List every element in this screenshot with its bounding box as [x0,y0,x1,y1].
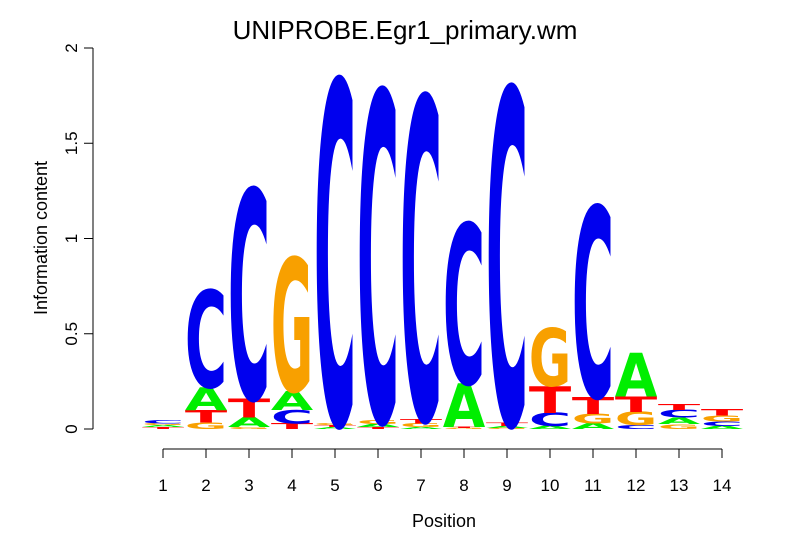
logo-letter-C: C [314,0,356,534]
logo-letter-T: T [701,407,744,417]
chart-title: UNIPROBE.Egr1_primary.wm [233,15,578,45]
logo-letter-C: C [357,1,399,527]
x-tick-label: 9 [502,476,511,495]
logo-letter-T: T [400,417,442,425]
logo-letter-G: G [486,428,528,430]
logo-letter-T: T [314,425,356,428]
logo-letter-T: T [357,427,399,430]
x-tick-label: 2 [201,476,210,495]
logo-letter-G: G [658,423,700,431]
logo-letter-A: A [228,415,271,430]
y-tick-label: 2 [62,43,81,52]
x-tick-label: 14 [713,476,732,495]
logo-letter-G: G [357,419,399,425]
y-axis-label: Information content [31,161,51,315]
logo-letter-C: C [142,420,184,425]
logo-letter-G: G [185,421,227,432]
logo-letter-T: T [615,392,658,416]
y-tick-label: 1.5 [62,131,81,155]
logo-letter-A: A [271,386,313,416]
logo-letter-A: A [529,425,571,430]
logo-letter-T: T [486,423,528,428]
x-tick-label: 5 [330,476,339,495]
logo-letter-C: C [443,180,485,436]
y-tick-label: 0.5 [62,322,81,346]
x-tick-label: 8 [459,476,468,495]
logo-letter-A: A [572,422,615,431]
logo-letter-A: A [443,372,486,442]
logo-letter-A: A [400,427,442,430]
logo-letter-A: A [142,425,184,428]
x-tick-label: 10 [541,476,560,495]
logo-letter-C: C [271,407,313,428]
logo-letter-T: T [572,392,614,420]
y-tick-label: 1 [62,234,81,243]
x-tick-label: 11 [584,476,602,495]
x-tick-label: 3 [244,476,253,495]
logo-letter-C: C [658,408,700,420]
logo-letter-C: C [486,0,528,533]
logo-letter-T: T [228,394,271,424]
logo-letter-G: G [314,423,356,426]
logo-letter-G: G [701,414,743,423]
logo-letter-G: G [443,428,485,430]
logo-letter-A: A [701,425,743,430]
logo-letter-C: C [701,420,743,428]
logo-letter-C: C [615,424,657,430]
logo-letter-A: A [357,424,399,429]
logo-letter-C: C [572,155,614,459]
logo-letter-T: T [142,427,184,430]
logo-letter-T: T [271,422,313,431]
logo-letter-G: G [271,221,313,435]
logo-letter-T: T [185,407,227,427]
y-tick-label: 0 [62,424,81,433]
x-axis: 1 2 3 4 5 6 7 8 9 10 11 12 13 14 [158,448,732,495]
logo-letter-G: G [529,313,571,406]
logo-letter-G: G [572,411,614,426]
logo-letter-C: C [400,10,442,523]
logo-letter-T: T [529,380,572,422]
logo-letter-G: G [228,427,270,430]
logo-letter-A: A [615,341,658,411]
logo-letter-T: T [443,427,485,429]
x-tick-label: 4 [287,476,296,495]
x-tick-label: 13 [670,476,689,495]
x-tick-label: 6 [373,476,382,495]
logo-letter-A: A [486,426,528,429]
x-tick-label: 7 [416,476,425,495]
logo-letter-A: A [658,416,701,426]
logo-letter-C: C [185,265,227,419]
logo-letter-C: C [228,132,270,466]
logo-letter-A: A [185,381,228,418]
logo-letter-A: A [314,427,356,430]
x-tick-label: 1 [158,476,167,495]
x-tick-label: 12 [627,476,646,495]
logo-letter-G: G [400,422,442,428]
logo-letter-T: T [658,403,700,412]
logo-letter-C: C [529,409,571,430]
x-axis-label: Position [412,511,476,531]
logo-letter-G: G [615,409,657,430]
y-axis: 0 0.5 1 1.5 2 [62,43,94,434]
logo-letter-G: G [142,423,184,426]
